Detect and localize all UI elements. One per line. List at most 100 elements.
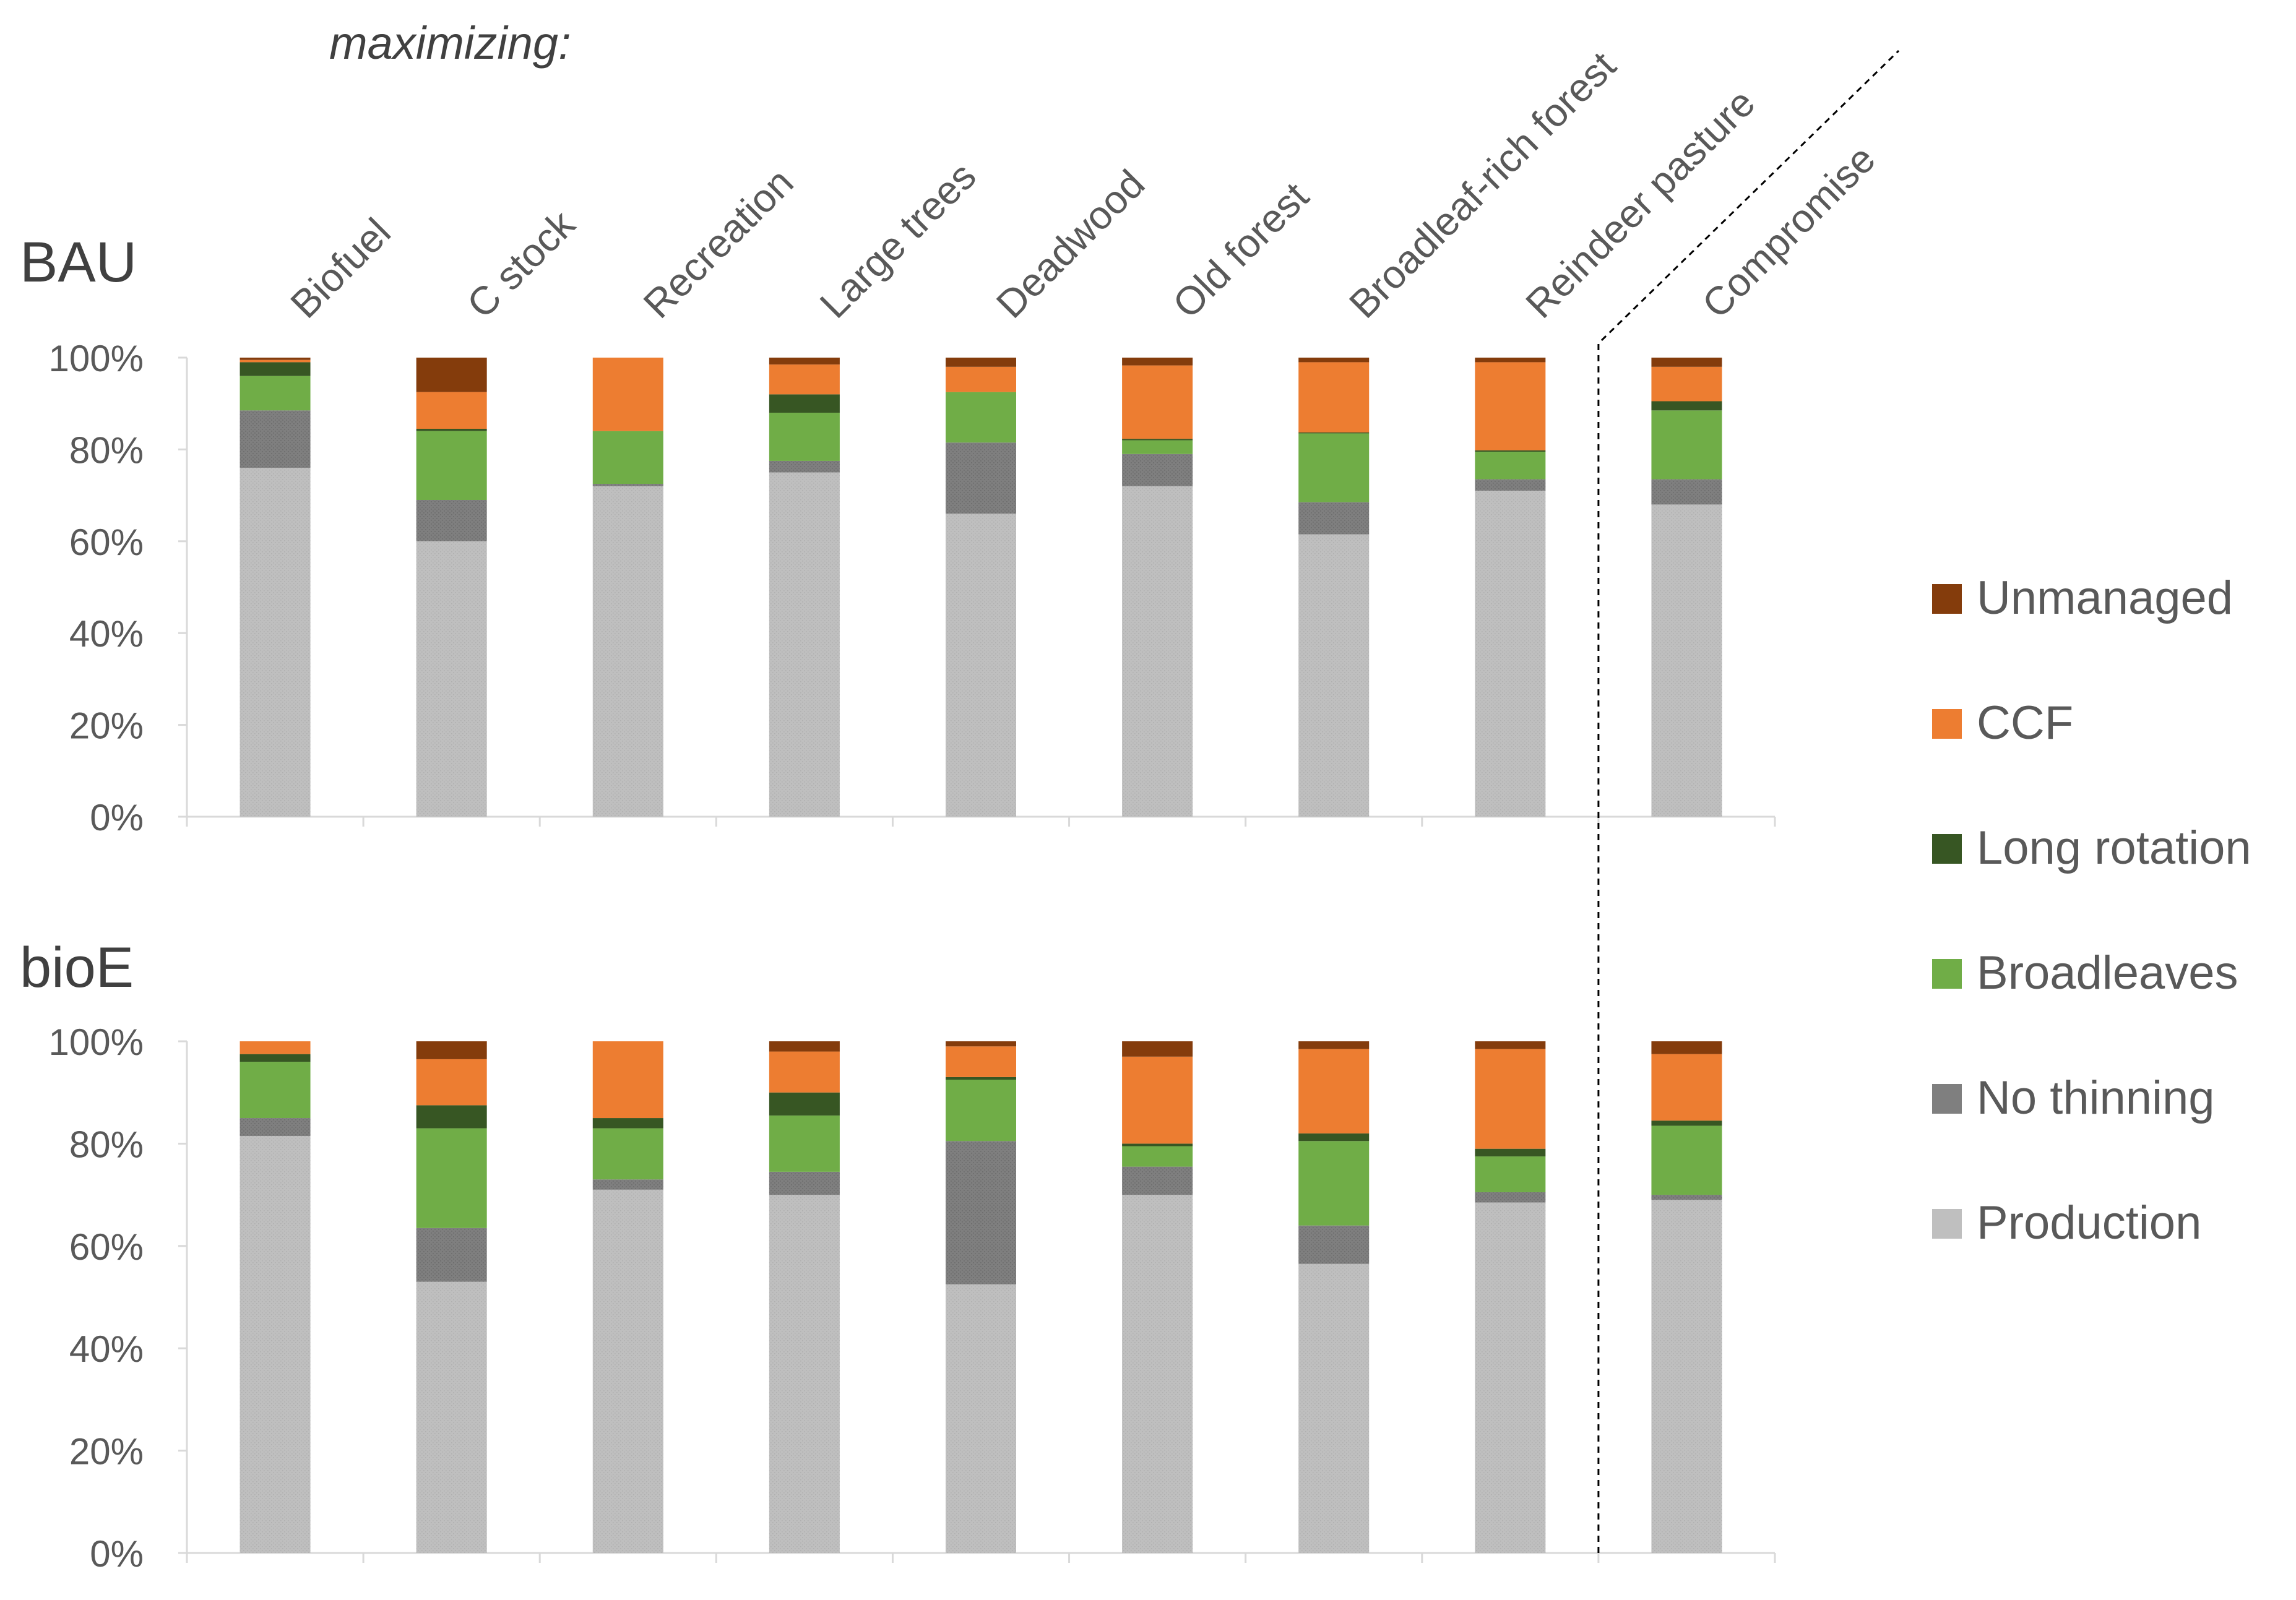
bar-broadleaves	[1475, 452, 1546, 480]
bar-no-thinning	[769, 1171, 840, 1195]
compromise-separator	[1597, 49, 1900, 1553]
bar-no-thinning	[240, 1118, 311, 1136]
bar-no-thinning	[416, 1228, 487, 1282]
bar-no-thinning	[769, 460, 840, 473]
bar-unmanaged	[1651, 358, 1722, 367]
legend-item-production: Production	[1932, 1197, 2201, 1249]
bar-production	[240, 1135, 311, 1553]
bar-stack-compromise	[1651, 1041, 1722, 1553]
bar-no-thinning	[1475, 479, 1546, 491]
bar-long-rotation	[1475, 450, 1546, 452]
bar-no-thinning	[592, 484, 663, 486]
bar-stack-broadleaf-rich-forest	[1298, 358, 1370, 817]
panel-bioe: bioE 0% 20% 40% 60% 80% 100%	[20, 936, 1776, 1575]
bar-ccf	[769, 1051, 840, 1093]
bar-broadleaves	[1475, 1156, 1546, 1192]
bar-ccf	[1298, 362, 1370, 432]
bar-stack-reindeer-pasture	[1475, 1041, 1546, 1553]
panel-title: BAU	[20, 231, 137, 294]
bar-unmanaged	[1122, 358, 1193, 366]
bar-long-rotation	[1298, 432, 1370, 434]
bar-stack-broadleaf-rich-forest	[1298, 1041, 1370, 1553]
y-tick-label: 40%	[69, 1328, 144, 1370]
bar-broadleaves	[240, 1062, 311, 1119]
bar-no-thinning	[1122, 1166, 1193, 1195]
legend-item-broadleaves: Broadleaves	[1932, 947, 2238, 999]
bar-no-thinning	[592, 1179, 663, 1190]
bar-production	[416, 1281, 487, 1553]
bar-broadleaves	[769, 1115, 840, 1172]
bar-long-rotation	[769, 1092, 840, 1116]
bar-stack-compromise	[1651, 358, 1722, 817]
bar-broadleaves	[240, 376, 311, 411]
bar-broadleaves	[769, 413, 840, 461]
bar-ccf	[1651, 1054, 1722, 1121]
bar-ccf	[1298, 1049, 1370, 1133]
bar-ccf	[946, 366, 1016, 392]
bar-stack-large-trees	[769, 1041, 840, 1553]
bar-unmanaged	[416, 358, 487, 392]
bar-no-thinning	[946, 442, 1016, 514]
bar-production	[769, 1195, 840, 1553]
bar-long-rotation	[1122, 1143, 1193, 1146]
bar-broadleaves	[1298, 433, 1370, 502]
bar-ccf	[1475, 362, 1546, 450]
bar-no-thinning	[1651, 479, 1722, 505]
bar-no-thinning	[1298, 1225, 1370, 1264]
bar-unmanaged	[1298, 358, 1370, 363]
bar-long-rotation	[592, 1118, 663, 1129]
bar-stack-deadwood	[946, 1041, 1016, 1553]
bar-broadleaves	[1651, 410, 1722, 480]
bar-broadleaves	[592, 1128, 663, 1180]
bar-no-thinning	[416, 500, 487, 541]
bar-no-thinning	[1651, 1195, 1722, 1200]
legend-item-long-rotation: Long rotation	[1932, 822, 2251, 874]
bar-unmanaged	[946, 1041, 1016, 1047]
bar-long-rotation	[1475, 1148, 1546, 1157]
bar-ccf	[946, 1046, 1016, 1077]
legend-swatch	[1932, 959, 1962, 989]
bar-broadleaves	[592, 431, 663, 484]
category-label: C stock	[459, 201, 584, 326]
bar-broadleaves	[416, 1128, 487, 1228]
category-label: Deadwood	[988, 161, 1153, 327]
bar-long-rotation	[1651, 401, 1722, 411]
bar-production	[592, 1189, 663, 1553]
bar-ccf	[240, 1041, 311, 1054]
bar-stack-old-forest	[1122, 358, 1193, 817]
bar-production	[1651, 504, 1722, 817]
y-tick-label: 20%	[69, 705, 144, 747]
category-label: Biofuel	[282, 210, 399, 327]
bar-broadleaves	[946, 392, 1016, 443]
bar-production	[769, 472, 840, 817]
bar-stack-c-stock	[416, 1041, 487, 1553]
bar-stack-biofuel	[240, 358, 311, 817]
bar-broadleaves	[1298, 1141, 1370, 1226]
bar-long-rotation	[1122, 439, 1193, 441]
y-tick-label: 20%	[69, 1431, 144, 1473]
category-label: Old forest	[1164, 174, 1317, 327]
header-label: maximizing:	[329, 17, 571, 69]
legend-label: CCF	[1977, 697, 2073, 749]
legend-swatch	[1932, 1209, 1962, 1239]
bar-production	[1298, 534, 1370, 817]
bar-production	[1298, 1263, 1370, 1553]
y-tick-label: 80%	[69, 429, 144, 471]
bar-stack-recreation	[592, 1041, 663, 1553]
bar-stack-recreation	[592, 358, 663, 817]
bar-ccf	[416, 1059, 487, 1106]
bar-unmanaged	[1122, 1041, 1193, 1057]
bar-stack-biofuel	[240, 1041, 311, 1553]
category-label: Large trees	[811, 153, 985, 327]
bar-long-rotation	[240, 1054, 311, 1062]
legend-swatch	[1932, 709, 1962, 739]
bar-stack-deadwood	[946, 358, 1016, 817]
bar-unmanaged	[769, 358, 840, 365]
bar-unmanaged	[769, 1041, 840, 1052]
y-tick-label: 60%	[69, 522, 144, 563]
bar-unmanaged	[946, 358, 1016, 367]
legend-label: No thinning	[1977, 1072, 2215, 1124]
bar-long-rotation	[416, 1105, 487, 1129]
bar-ccf	[769, 364, 840, 395]
bar-long-rotation	[769, 394, 840, 413]
